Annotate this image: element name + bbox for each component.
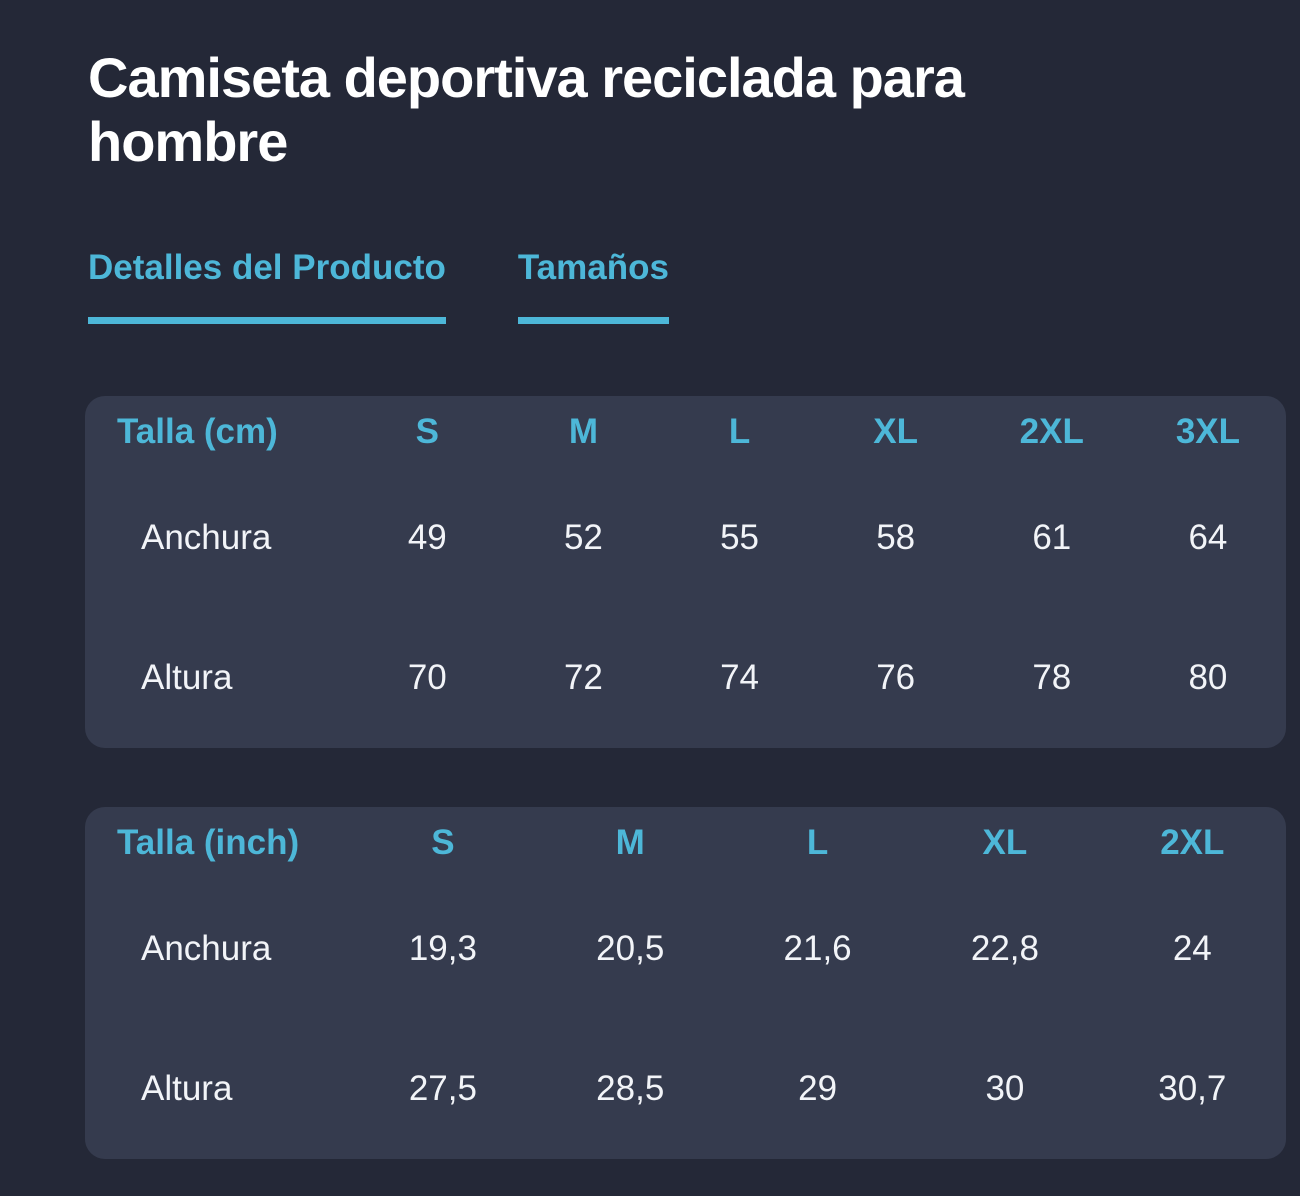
- cell-value: 30: [985, 1069, 1025, 1108]
- cell-value: 52: [563, 518, 603, 557]
- column-header-l: L: [728, 412, 751, 451]
- cell-value: 76: [876, 658, 916, 697]
- cell-value: 55: [720, 518, 759, 557]
- column-header-m: M: [615, 823, 645, 862]
- table-title-cm: Talla (cm): [117, 412, 278, 451]
- cell-value: 24: [1172, 929, 1212, 968]
- size-table-cm: Talla (cm) S M L XL 2XL 3XL Anchura 49 5…: [85, 396, 1286, 748]
- cell-value: 29: [798, 1069, 838, 1108]
- cell-value: 20,5: [596, 929, 665, 968]
- column-header-l: L: [806, 823, 829, 862]
- table-row-altura: Altura 27,5 28,5 29 30 30,7: [85, 1019, 1286, 1159]
- cell-value: 21,6: [783, 929, 852, 968]
- column-header-xl: XL: [873, 412, 919, 451]
- cell-value: 28,5: [596, 1069, 665, 1108]
- row-label: Anchura: [141, 518, 272, 557]
- row-label: Altura: [141, 658, 233, 697]
- page-title: Camiseta deportiva reciclada para hombre: [88, 46, 965, 173]
- column-header-xl: XL: [982, 823, 1028, 862]
- table-header-row: Talla (inch) S M L XL 2XL: [85, 807, 1286, 879]
- row-label: Anchura: [141, 929, 272, 968]
- column-header-s: S: [415, 412, 439, 451]
- table-header-row: Talla (cm) S M L XL 2XL 3XL: [85, 396, 1286, 468]
- cell-value: 74: [720, 658, 759, 697]
- cell-value: 80: [1188, 658, 1228, 697]
- cell-value: 22,8: [970, 929, 1039, 968]
- cell-value: 70: [407, 658, 447, 697]
- column-header-2xl: 2XL: [1019, 412, 1084, 451]
- table-row-altura: Altura 70 72 74 76 78 80: [85, 608, 1286, 748]
- table-row-anchura: Anchura 19,3 20,5 21,6 22,8 24: [85, 879, 1286, 1019]
- tab-tamanos[interactable]: Tamaños: [517, 248, 669, 324]
- cell-value: 30,7: [1158, 1069, 1227, 1108]
- table-title-inch: Talla (inch): [117, 823, 300, 862]
- cell-value: 72: [563, 658, 603, 697]
- cell-value: 27,5: [408, 1069, 477, 1108]
- size-table-cm-card: Talla (cm) S M L XL 2XL 3XL Anchura 49 5…: [85, 396, 1286, 748]
- cell-value: 19,3: [408, 929, 477, 968]
- column-header-2xl: 2XL: [1160, 823, 1225, 862]
- cell-value: 49: [407, 518, 447, 557]
- column-header-s: S: [431, 823, 455, 862]
- size-table-inch: Talla (inch) S M L XL 2XL Anchura 19,3 2…: [85, 807, 1286, 1159]
- column-header-3xl: 3XL: [1175, 412, 1241, 451]
- tab-detalles-del-producto[interactable]: Detalles del Producto: [88, 248, 446, 324]
- tab-bar: Detalles del Producto Tamaños: [88, 248, 1300, 324]
- column-header-m: M: [568, 412, 598, 451]
- cell-value: 61: [1032, 518, 1072, 557]
- cell-value: 78: [1032, 658, 1072, 697]
- cell-value: 64: [1188, 518, 1228, 557]
- size-table-inch-card: Talla (inch) S M L XL 2XL Anchura 19,3 2…: [85, 807, 1286, 1159]
- cell-value: 58: [876, 518, 916, 557]
- table-row-anchura: Anchura 49 52 55 58 61 64: [85, 468, 1286, 608]
- row-label: Altura: [141, 1069, 233, 1108]
- product-size-section: Camiseta deportiva reciclada para hombre…: [0, 46, 1300, 1159]
